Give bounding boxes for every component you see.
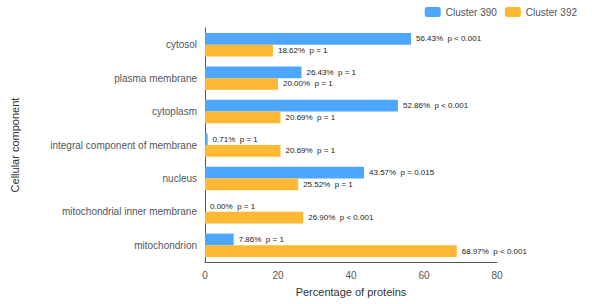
svg-text:0: 0 (202, 270, 208, 281)
svg-text:43.57% p = 0.015: 43.57% p = 0.015 (369, 168, 435, 177)
svg-text:cytoplasm: cytoplasm (152, 106, 197, 117)
svg-text:Cluster 390: Cluster 390 (446, 7, 498, 18)
svg-text:26.90% p < 0.001: 26.90% p < 0.001 (308, 213, 374, 222)
svg-text:18.62% p = 1: 18.62% p = 1 (278, 46, 328, 55)
svg-text:Cluster 392: Cluster 392 (526, 7, 578, 18)
svg-text:cytosol: cytosol (166, 39, 197, 50)
svg-text:plasma membrane: plasma membrane (114, 73, 197, 84)
svg-text:20.00% p = 1: 20.00% p = 1 (283, 79, 333, 88)
svg-text:26.43% p = 1: 26.43% p = 1 (306, 68, 356, 77)
svg-text:20.69% p = 1: 20.69% p = 1 (286, 113, 336, 122)
svg-text:40: 40 (345, 270, 357, 281)
svg-text:25.52% p = 1: 25.52% p = 1 (303, 180, 353, 189)
svg-text:52.86% p < 0.001: 52.86% p < 0.001 (403, 101, 469, 110)
svg-text:Cellular component: Cellular component (9, 98, 21, 193)
svg-text:80: 80 (491, 270, 503, 281)
svg-text:mitochondrion: mitochondrion (134, 240, 197, 251)
svg-text:68.97% p < 0.001: 68.97% p < 0.001 (462, 247, 528, 256)
svg-text:mitochondrial inner membrane: mitochondrial inner membrane (62, 206, 198, 217)
svg-text:7.86% p = 1: 7.86% p = 1 (239, 235, 285, 244)
svg-text:20: 20 (272, 270, 284, 281)
svg-text:0.00% p = 1: 0.00% p = 1 (210, 202, 256, 211)
svg-text:0.71% p = 1: 0.71% p = 1 (213, 135, 259, 144)
svg-text:20.69% p = 1: 20.69% p = 1 (286, 146, 336, 155)
svg-text:nucleus: nucleus (163, 173, 197, 184)
svg-text:integral component of membrane: integral component of membrane (50, 140, 197, 151)
svg-text:56.43% p < 0.001: 56.43% p < 0.001 (416, 34, 482, 43)
svg-text:Percentage of proteins: Percentage of proteins (296, 286, 407, 298)
svg-text:60: 60 (418, 270, 430, 281)
